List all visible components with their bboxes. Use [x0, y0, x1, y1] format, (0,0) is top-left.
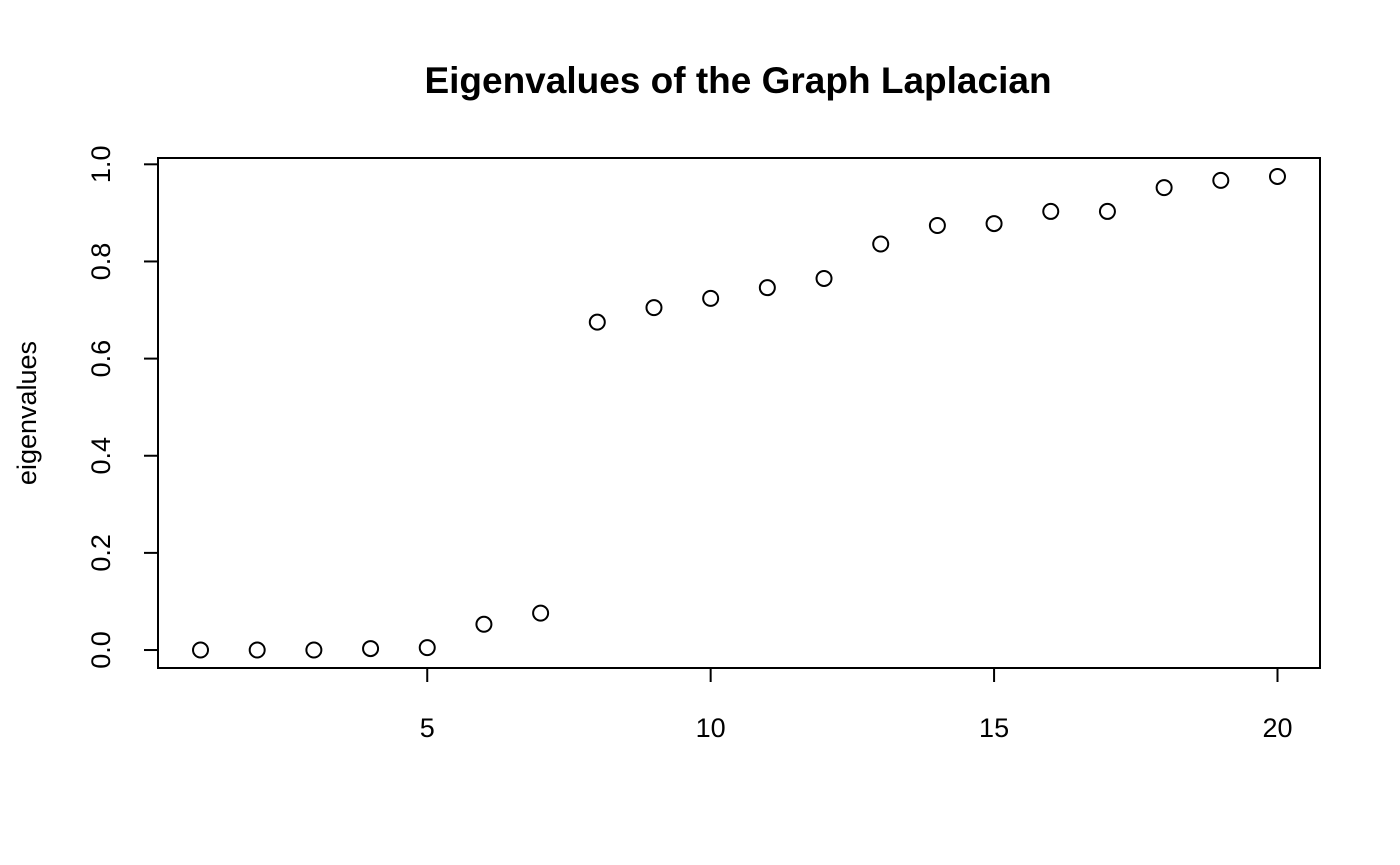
data-point — [872, 235, 890, 253]
data-point — [702, 289, 720, 307]
data-point — [1042, 202, 1060, 220]
x-tick-label: 15 — [979, 713, 1009, 743]
x-tick-label: 5 — [420, 713, 435, 743]
data-point — [362, 640, 380, 658]
plot-frame — [157, 157, 1321, 669]
data-point — [305, 641, 323, 659]
y-tick-label: 1.0 — [86, 146, 116, 184]
y-tick-label: 0.0 — [86, 631, 116, 669]
data-point — [475, 615, 493, 633]
data-point — [985, 215, 1003, 233]
y-tick-label: 0.8 — [86, 243, 116, 281]
data-points — [192, 167, 1286, 659]
data-point — [532, 604, 550, 622]
data-point — [192, 641, 210, 659]
data-point — [1155, 179, 1173, 197]
y-tick-label: 0.4 — [86, 437, 116, 475]
y-tick-label: 0.2 — [86, 534, 116, 572]
y-tick-label: 0.6 — [86, 340, 116, 378]
data-point — [645, 299, 663, 317]
data-point — [248, 641, 266, 659]
data-point — [1098, 202, 1116, 220]
data-point — [1268, 167, 1286, 185]
chart-title: Eigenvalues of the Graph Laplacian — [424, 60, 1051, 101]
data-point — [1212, 171, 1230, 189]
x-tick-label: 10 — [696, 713, 726, 743]
data-point — [418, 639, 436, 657]
data-point — [588, 313, 606, 331]
data-point — [815, 269, 833, 287]
y-axis-label: eigenvalues — [12, 341, 42, 485]
y-axis: 0.0 0.2 0.4 0.6 0.8 1.0 — [86, 146, 159, 669]
x-tick-label: 20 — [1262, 713, 1292, 743]
data-point — [928, 217, 946, 235]
x-axis: 5 10 15 20 — [420, 667, 1293, 743]
data-point — [758, 279, 776, 297]
